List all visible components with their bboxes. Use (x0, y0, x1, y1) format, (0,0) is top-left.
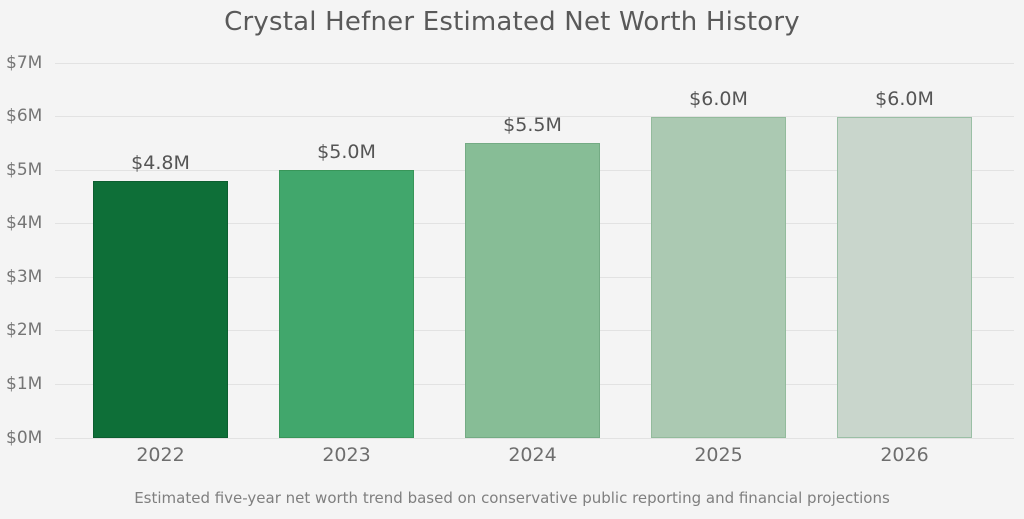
bar-value-label: $4.8M (131, 152, 190, 174)
x-tick-label: 2025 (694, 444, 743, 466)
y-tick-label: $1M (6, 373, 43, 394)
bar-2025 (651, 117, 786, 438)
y-tick-label: $4M (6, 213, 43, 234)
bar-2026 (837, 117, 972, 438)
bar-value-label: $6.0M (875, 88, 934, 110)
bar-slot: $6.0M (651, 63, 786, 438)
bar-slot: $5.5M (465, 63, 600, 438)
chart-title: Crystal Hefner Estimated Net Worth Histo… (224, 7, 800, 37)
x-tick-label: 2022 (136, 444, 185, 466)
x-tick-label: 2023 (322, 444, 371, 466)
bar-value-label: $5.5M (503, 114, 562, 136)
x-tick-label: 2026 (880, 444, 929, 466)
bar-2022 (93, 181, 228, 438)
gridline (55, 437, 1014, 439)
gridline (55, 116, 1014, 118)
y-tick-label: $6M (6, 106, 43, 127)
bar-2024 (465, 143, 600, 438)
bar-value-label: $6.0M (689, 88, 748, 110)
bar-slot: $6.0M (837, 63, 972, 438)
x-axis: 2022 2023 2024 2025 2026 (55, 444, 1014, 470)
gridline (55, 62, 1014, 64)
bar-2023 (279, 170, 414, 438)
y-tick-label: $0M (6, 427, 43, 448)
y-axis: $0M $1M $2M $3M $4M $5M $6M $7M (6, 54, 48, 446)
bar-value-label: $5.0M (317, 141, 376, 163)
bar-slot: $5.0M (279, 63, 414, 438)
y-tick-label: $2M (6, 320, 43, 341)
x-tick-label: 2024 (508, 444, 557, 466)
y-tick-label: $3M (6, 266, 43, 287)
chart-subtitle: Estimated five-year net worth trend base… (134, 489, 890, 507)
bar-slot: $4.8M (93, 63, 228, 438)
y-tick-label: $7M (6, 52, 43, 73)
y-tick-label: $5M (6, 159, 43, 180)
plot-area: $4.8M $5.0M $5.5M $6.0M $6.0M (55, 62, 1014, 439)
